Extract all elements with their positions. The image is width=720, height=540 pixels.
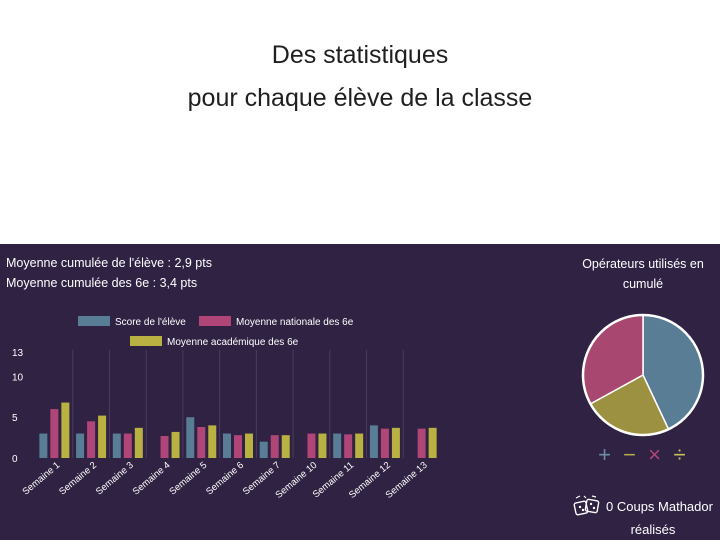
mathador-count: 0 Coups Mathador réalisés xyxy=(568,494,720,540)
bar xyxy=(171,431,180,458)
bar xyxy=(160,435,169,458)
legend-label: Moyenne nationale des 6e xyxy=(236,317,354,328)
bar xyxy=(61,402,70,458)
student-average: Moyenne cumulée de l'élève : 2,9 pts xyxy=(6,256,212,270)
bar xyxy=(344,434,353,458)
y-tick-label: 0 xyxy=(12,454,18,465)
slide-title: Des statistiques pour chaque élève de la… xyxy=(0,34,720,120)
x-tick-label: Semaine 3 xyxy=(94,460,136,498)
bar xyxy=(281,435,290,458)
bar xyxy=(259,441,268,458)
class-average: Moyenne cumulée des 6e : 3,4 pts xyxy=(6,276,198,290)
bar xyxy=(318,433,327,458)
plus-icon: + xyxy=(598,442,611,467)
bar xyxy=(391,427,400,458)
bar xyxy=(112,433,121,458)
bar xyxy=(50,409,59,458)
bar xyxy=(355,433,364,458)
y-tick-label: 5 xyxy=(12,413,18,424)
bar xyxy=(208,425,217,458)
dice-icon xyxy=(573,495,600,516)
bar xyxy=(428,427,437,458)
bar xyxy=(134,427,143,458)
bar xyxy=(380,428,389,458)
x-tick-label: Semaine 4 xyxy=(131,460,173,498)
bar xyxy=(76,433,85,458)
divide-icon: ÷ xyxy=(673,442,686,467)
slide-title-line-2: pour chaque élève de la classe xyxy=(187,84,533,112)
operators-pie-title: Opérateurs utilisés en cumulé xyxy=(582,257,704,291)
x-tick-label: Semaine 1 xyxy=(20,460,62,498)
bar xyxy=(307,433,316,458)
bar xyxy=(270,435,279,458)
bar xyxy=(87,421,96,458)
bar xyxy=(197,427,206,458)
bar xyxy=(417,428,426,458)
legend-swatch xyxy=(199,316,231,326)
pie-outline xyxy=(581,313,705,437)
bar xyxy=(186,417,195,458)
mathador-count-line-1: 0 Coups Mathador xyxy=(606,499,713,514)
mathador-count-line-2: réalisés xyxy=(630,522,676,537)
x-tick-label: Semaine 2 xyxy=(57,460,99,498)
y-tick-label: 10 xyxy=(12,372,24,383)
bar xyxy=(39,433,48,458)
times-icon: × xyxy=(648,442,661,467)
legend-label: Score de l'élève xyxy=(115,317,186,328)
bar xyxy=(369,425,378,458)
x-tick-label: Semaine 5 xyxy=(167,460,209,498)
legend-swatch xyxy=(130,336,162,346)
bar xyxy=(333,433,342,458)
bar xyxy=(98,415,107,458)
bar xyxy=(123,433,132,458)
bar xyxy=(234,435,242,458)
bar xyxy=(223,433,231,458)
minus-icon: − xyxy=(623,442,636,467)
stats-panel: Moyenne cumulée de l'élève : 2,9 pts Moy… xyxy=(0,244,720,540)
x-tick-label: Semaine 6 xyxy=(204,460,246,498)
slide-title-line-1: Des statistiques xyxy=(271,41,449,69)
averages-block: Moyenne cumulée de l'élève : 2,9 pts Moy… xyxy=(6,253,212,293)
y-tick-label: 13 xyxy=(12,348,24,359)
legend-swatch xyxy=(78,316,110,326)
bar xyxy=(245,433,253,458)
operators-row: + − × ÷ xyxy=(592,442,692,468)
legend-label: Moyenne académique des 6e xyxy=(167,337,299,348)
weekly-score-bar-chart: Score de l'élève Moyenne nationale des 6e… xyxy=(12,316,437,501)
operators-pie-chart xyxy=(581,313,705,437)
